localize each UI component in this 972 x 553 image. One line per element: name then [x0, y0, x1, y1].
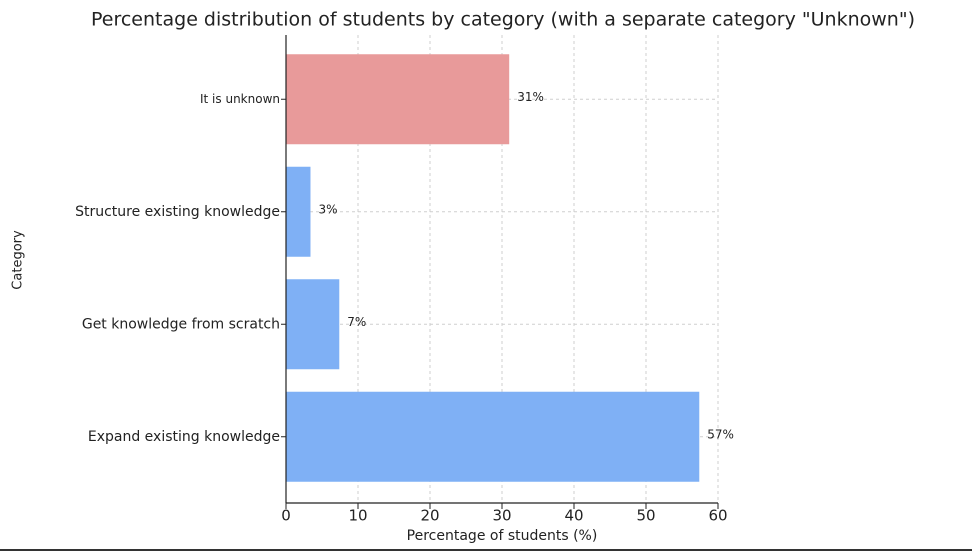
y-tick-label: Expand existing knowledge [88, 429, 280, 445]
x-tick-label: 60 [708, 507, 727, 525]
x-tick-label: 50 [636, 507, 655, 525]
y-axis-label: Category [11, 230, 26, 290]
y-tick-label: Structure existing knowledge [75, 204, 280, 220]
bar [286, 279, 340, 370]
chart-title: Percentage distribution of students by c… [91, 9, 915, 31]
x-tick-label: 30 [492, 507, 511, 525]
x-tick-label: 40 [564, 507, 583, 525]
value-label: 57% [707, 427, 734, 441]
value-label: 3% [318, 202, 337, 216]
x-tick-label: 10 [348, 507, 367, 525]
bar [286, 54, 510, 145]
value-label: 7% [347, 315, 366, 329]
y-tick-label: It is unknown [200, 92, 280, 106]
x-tick-label: 0 [281, 507, 291, 525]
x-axis-label: Percentage of students (%) [407, 528, 598, 544]
bar [286, 166, 311, 257]
x-tick-label: 20 [420, 507, 439, 525]
value-label: 31% [517, 90, 544, 104]
bar [286, 391, 700, 482]
y-tick-label: Get knowledge from scratch [82, 316, 280, 332]
